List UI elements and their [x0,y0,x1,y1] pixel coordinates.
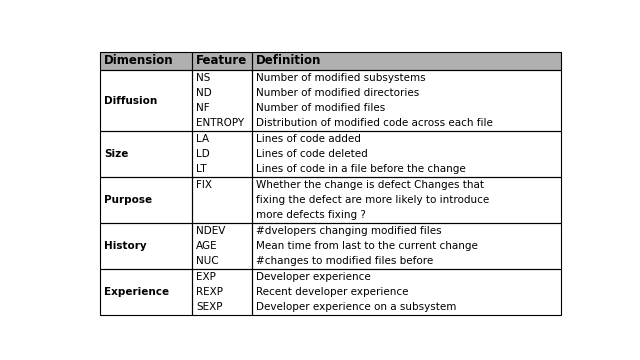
Bar [252,269,561,315]
Text: REXP: REXP [196,287,223,297]
Bar [192,177,252,223]
Text: Developer experience on a subsystem: Developer experience on a subsystem [256,302,456,312]
Bar [100,70,192,131]
Text: Experience: Experience [104,287,169,297]
Bar [192,51,252,70]
Bar [252,51,561,70]
Text: FIX: FIX [196,180,212,190]
Bar [192,131,252,177]
Bar [192,70,252,131]
Bar [100,177,192,223]
Text: History: History [104,241,147,251]
Bar [252,223,561,269]
Bar [100,70,192,131]
Bar [252,131,561,177]
Text: Number of modified directories: Number of modified directories [256,88,419,98]
Text: Feature: Feature [196,54,247,67]
Bar [192,177,252,223]
Text: Number of modified files: Number of modified files [256,103,385,113]
Bar [100,131,192,177]
Bar [192,269,252,315]
Bar [192,131,252,177]
Bar [252,177,561,223]
Text: more defects fixing ?: more defects fixing ? [256,210,366,220]
Bar [252,70,561,131]
Bar [100,51,192,70]
Text: AGE: AGE [196,241,218,251]
Text: #changes to modified files before: #changes to modified files before [256,256,433,266]
Bar [100,131,192,177]
Bar [192,223,252,269]
Bar [100,177,192,223]
Text: fixing the defect are more likely to introduce: fixing the defect are more likely to int… [256,195,490,205]
Text: Number of modified subsystems: Number of modified subsystems [256,73,426,82]
Text: EXP: EXP [196,271,216,282]
Text: Lines of code added: Lines of code added [256,134,361,144]
Bar [192,223,252,269]
Text: NDEV: NDEV [196,226,225,236]
Bar [252,70,561,131]
Bar [252,51,561,70]
Bar [192,51,252,70]
Bar [100,223,192,269]
Text: Dimension: Dimension [104,54,173,67]
Bar [100,51,192,70]
Text: Distribution of modified code across each file: Distribution of modified code across eac… [256,118,493,129]
Text: NF: NF [196,103,210,113]
Text: ND: ND [196,88,212,98]
Text: NS: NS [196,73,211,82]
Text: Developer experience: Developer experience [256,271,371,282]
Text: Size: Size [104,149,128,159]
Text: Recent developer experience: Recent developer experience [256,287,408,297]
Bar [252,177,561,223]
Bar [252,131,561,177]
Text: ENTROPY: ENTROPY [196,118,244,129]
Text: LT: LT [196,165,207,174]
Text: Mean time from last to the current change: Mean time from last to the current chang… [256,241,478,251]
Text: Diffusion: Diffusion [104,95,157,105]
Text: Whether the change is defect Changes that: Whether the change is defect Changes tha… [256,180,484,190]
Bar [252,269,561,315]
Bar [100,269,192,315]
Bar [252,223,561,269]
Text: #dvelopers changing modified files: #dvelopers changing modified files [256,226,442,236]
Bar [100,269,192,315]
Text: Lines of code deleted: Lines of code deleted [256,149,368,159]
Text: LD: LD [196,149,210,159]
Text: SEXP: SEXP [196,302,223,312]
Text: Purpose: Purpose [104,195,152,205]
Bar [100,223,192,269]
Text: Definition: Definition [256,54,321,67]
Text: LA: LA [196,134,209,144]
Bar [192,269,252,315]
Text: NUC: NUC [196,256,219,266]
Bar [192,70,252,131]
Text: Lines of code in a file before the change: Lines of code in a file before the chang… [256,165,466,174]
